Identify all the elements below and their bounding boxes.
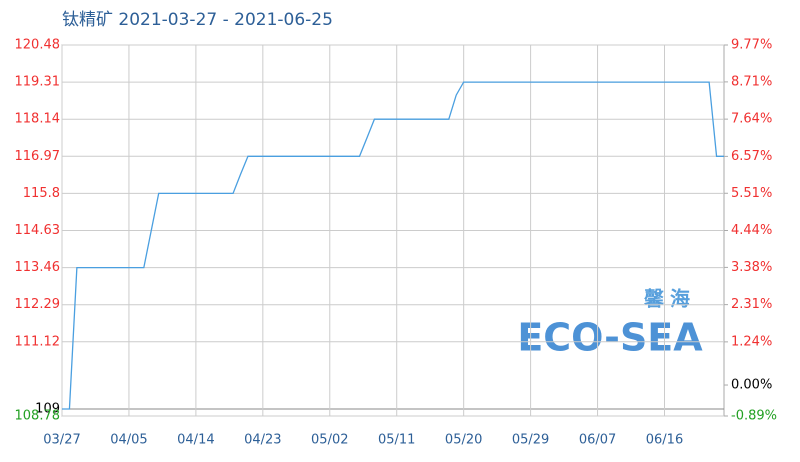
y2-tick-label: 5.51% xyxy=(731,186,772,201)
y2-tick-label: 4.44% xyxy=(731,223,772,238)
x-tick-label: 05/20 xyxy=(445,433,482,448)
y2-tick-label: 7.64% xyxy=(731,112,772,127)
y-tick-label: 116.97 xyxy=(15,149,61,164)
y-tick-label: 108.78 xyxy=(15,409,61,424)
y2-tick-label: 6.57% xyxy=(731,149,772,164)
y-tick-label: 120.48 xyxy=(15,38,61,53)
y-tick-label: 113.46 xyxy=(15,260,61,275)
y-tick-label: 115.8 xyxy=(23,186,60,201)
y2-tick-label: 0.00% xyxy=(731,378,772,393)
y2-tick-label: 8.71% xyxy=(731,74,772,89)
x-tick-label: 04/23 xyxy=(244,433,281,448)
watermark: 馨海 xyxy=(643,287,696,311)
x-tick-label: 06/16 xyxy=(646,433,683,448)
y2-tick-label: -0.89% xyxy=(731,409,777,424)
x-tick-label: 04/14 xyxy=(177,433,214,448)
x-tick-label: 05/29 xyxy=(512,433,549,448)
y2-tick-label: 1.24% xyxy=(731,334,772,349)
y-tick-label: 109 xyxy=(35,402,60,417)
x-tick-label: 03/27 xyxy=(43,433,80,448)
y2-tick-label: 3.38% xyxy=(731,260,772,275)
chart-title: 钛精矿 2021-03-27 - 2021-06-25 xyxy=(62,10,333,30)
y-tick-label: 118.14 xyxy=(15,112,61,127)
y2-tick-label: 9.77% xyxy=(731,38,772,53)
x-tick-label: 05/02 xyxy=(311,433,348,448)
watermark-logo: ECO-SEA xyxy=(517,316,703,360)
x-tick-label: 05/11 xyxy=(378,433,415,448)
x-tick-label: 06/07 xyxy=(579,433,616,448)
y-tick-label: 111.12 xyxy=(15,334,61,349)
x-tick-label: 04/05 xyxy=(110,433,147,448)
y-tick-label: 114.63 xyxy=(15,223,61,238)
y-tick-label: 112.29 xyxy=(15,297,61,312)
y-tick-label: 119.31 xyxy=(15,75,61,90)
line xyxy=(62,81,724,410)
y2-tick-label: 2.31% xyxy=(731,297,772,312)
